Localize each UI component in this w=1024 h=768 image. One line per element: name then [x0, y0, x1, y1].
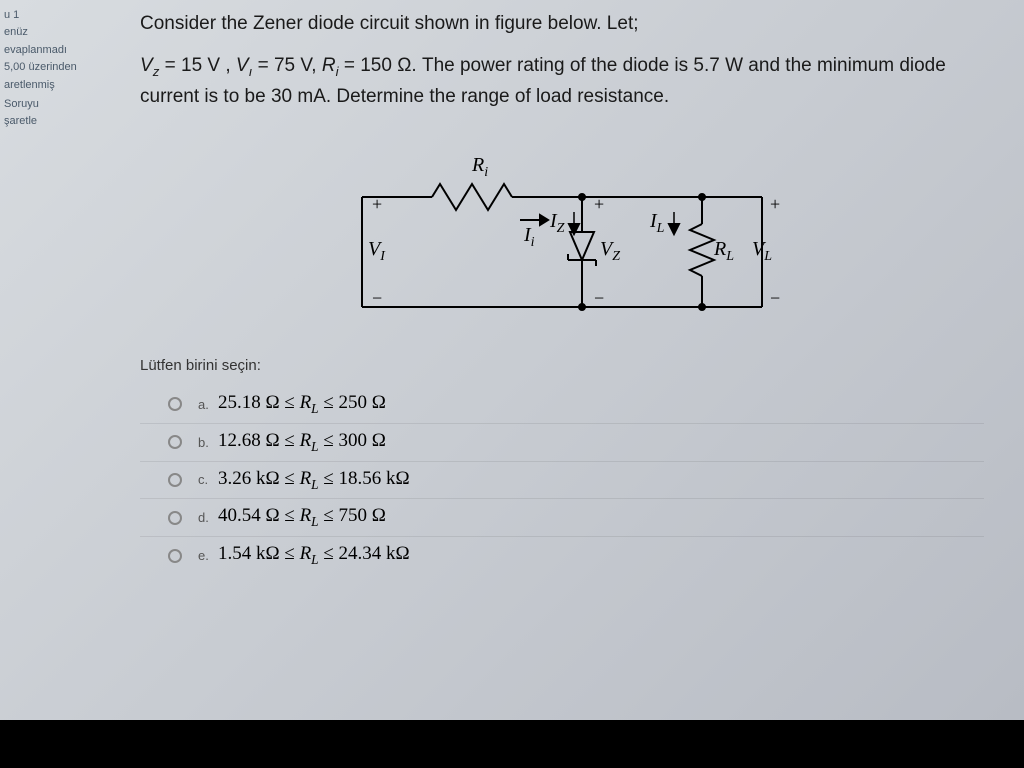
sidebar-item: aretlenmiş [4, 78, 86, 93]
label-rl: RL [714, 238, 734, 265]
monitor-bezel [0, 720, 1024, 768]
radio-icon[interactable] [168, 549, 182, 563]
sidebar-item: evaplanmadı [4, 43, 86, 58]
option-d[interactable]: d. 40.54 Ω ≤ RL ≤ 750 Ω [140, 499, 984, 537]
option-a[interactable]: a. 25.18 Ω ≤ RL ≤ 250 Ω [140, 386, 984, 424]
options-list: a. 25.18 Ω ≤ RL ≤ 250 Ω b. 12.68 Ω ≤ RL … [140, 386, 984, 574]
option-text: 40.54 Ω ≤ RL ≤ 750 Ω [218, 505, 386, 530]
circuit-diagram: + − + − + − Ri VI Ii IZ VZ IL RL VL [322, 142, 802, 332]
option-text: 25.18 Ω ≤ RL ≤ 250 Ω [218, 392, 386, 417]
option-e[interactable]: e. 1.54 kΩ ≤ RL ≤ 24.34 kΩ [140, 537, 984, 574]
option-letter: d. [198, 510, 218, 525]
question-intro: Consider the Zener diode circuit shown i… [140, 10, 984, 39]
circuit-diagram-container: + − + − + − Ri VI Ii IZ VZ IL RL VL [140, 142, 984, 332]
label-il: IL [650, 210, 664, 237]
radio-icon[interactable] [168, 435, 182, 449]
sidebar-item: 5,00 üzerinden [4, 60, 86, 75]
sidebar-item: enüz [4, 25, 86, 40]
option-c[interactable]: c. 3.26 kΩ ≤ RL ≤ 18.56 kΩ [140, 462, 984, 500]
option-letter: e. [198, 548, 218, 563]
option-letter: c. [198, 472, 218, 487]
question-content: Consider the Zener diode circuit shown i… [90, 0, 1024, 720]
label-vz: VZ [600, 238, 620, 265]
label-vi: VI [368, 238, 385, 265]
sidebar-item: şaretle [4, 114, 86, 129]
option-letter: a. [198, 397, 218, 412]
option-text: 12.68 Ω ≤ RL ≤ 300 Ω [218, 430, 386, 455]
question-params: Vz = 15 V , Vı = 75 V, Ri = 150 Ω. The p… [140, 51, 984, 112]
option-letter: b. [198, 435, 218, 450]
label-ii: Ii [524, 224, 535, 251]
question-sidebar: u 1 enüz evaplanmadı 5,00 üzerinden aret… [0, 0, 90, 720]
sidebar-item: u 1 [4, 8, 86, 23]
radio-icon[interactable] [168, 397, 182, 411]
quiz-screen: u 1 enüz evaplanmadı 5,00 üzerinden aret… [0, 0, 1024, 720]
label-vl: VL [752, 238, 772, 265]
svg-text:−: − [372, 288, 382, 308]
radio-icon[interactable] [168, 473, 182, 487]
svg-text:−: − [770, 288, 780, 308]
option-text: 3.26 kΩ ≤ RL ≤ 18.56 kΩ [218, 468, 410, 493]
svg-text:−: − [594, 288, 604, 308]
label-iz: IZ [550, 210, 564, 237]
option-text: 1.54 kΩ ≤ RL ≤ 24.34 kΩ [218, 543, 410, 568]
radio-icon[interactable] [168, 511, 182, 525]
option-b[interactable]: b. 12.68 Ω ≤ RL ≤ 300 Ω [140, 424, 984, 462]
answer-prompt: Lütfen birini seçin: [140, 357, 984, 374]
sidebar-item: Soruyu [4, 97, 86, 112]
svg-text:+: + [594, 194, 604, 214]
label-ri: Ri [472, 154, 488, 181]
svg-text:+: + [372, 194, 382, 214]
svg-text:+: + [770, 194, 780, 214]
